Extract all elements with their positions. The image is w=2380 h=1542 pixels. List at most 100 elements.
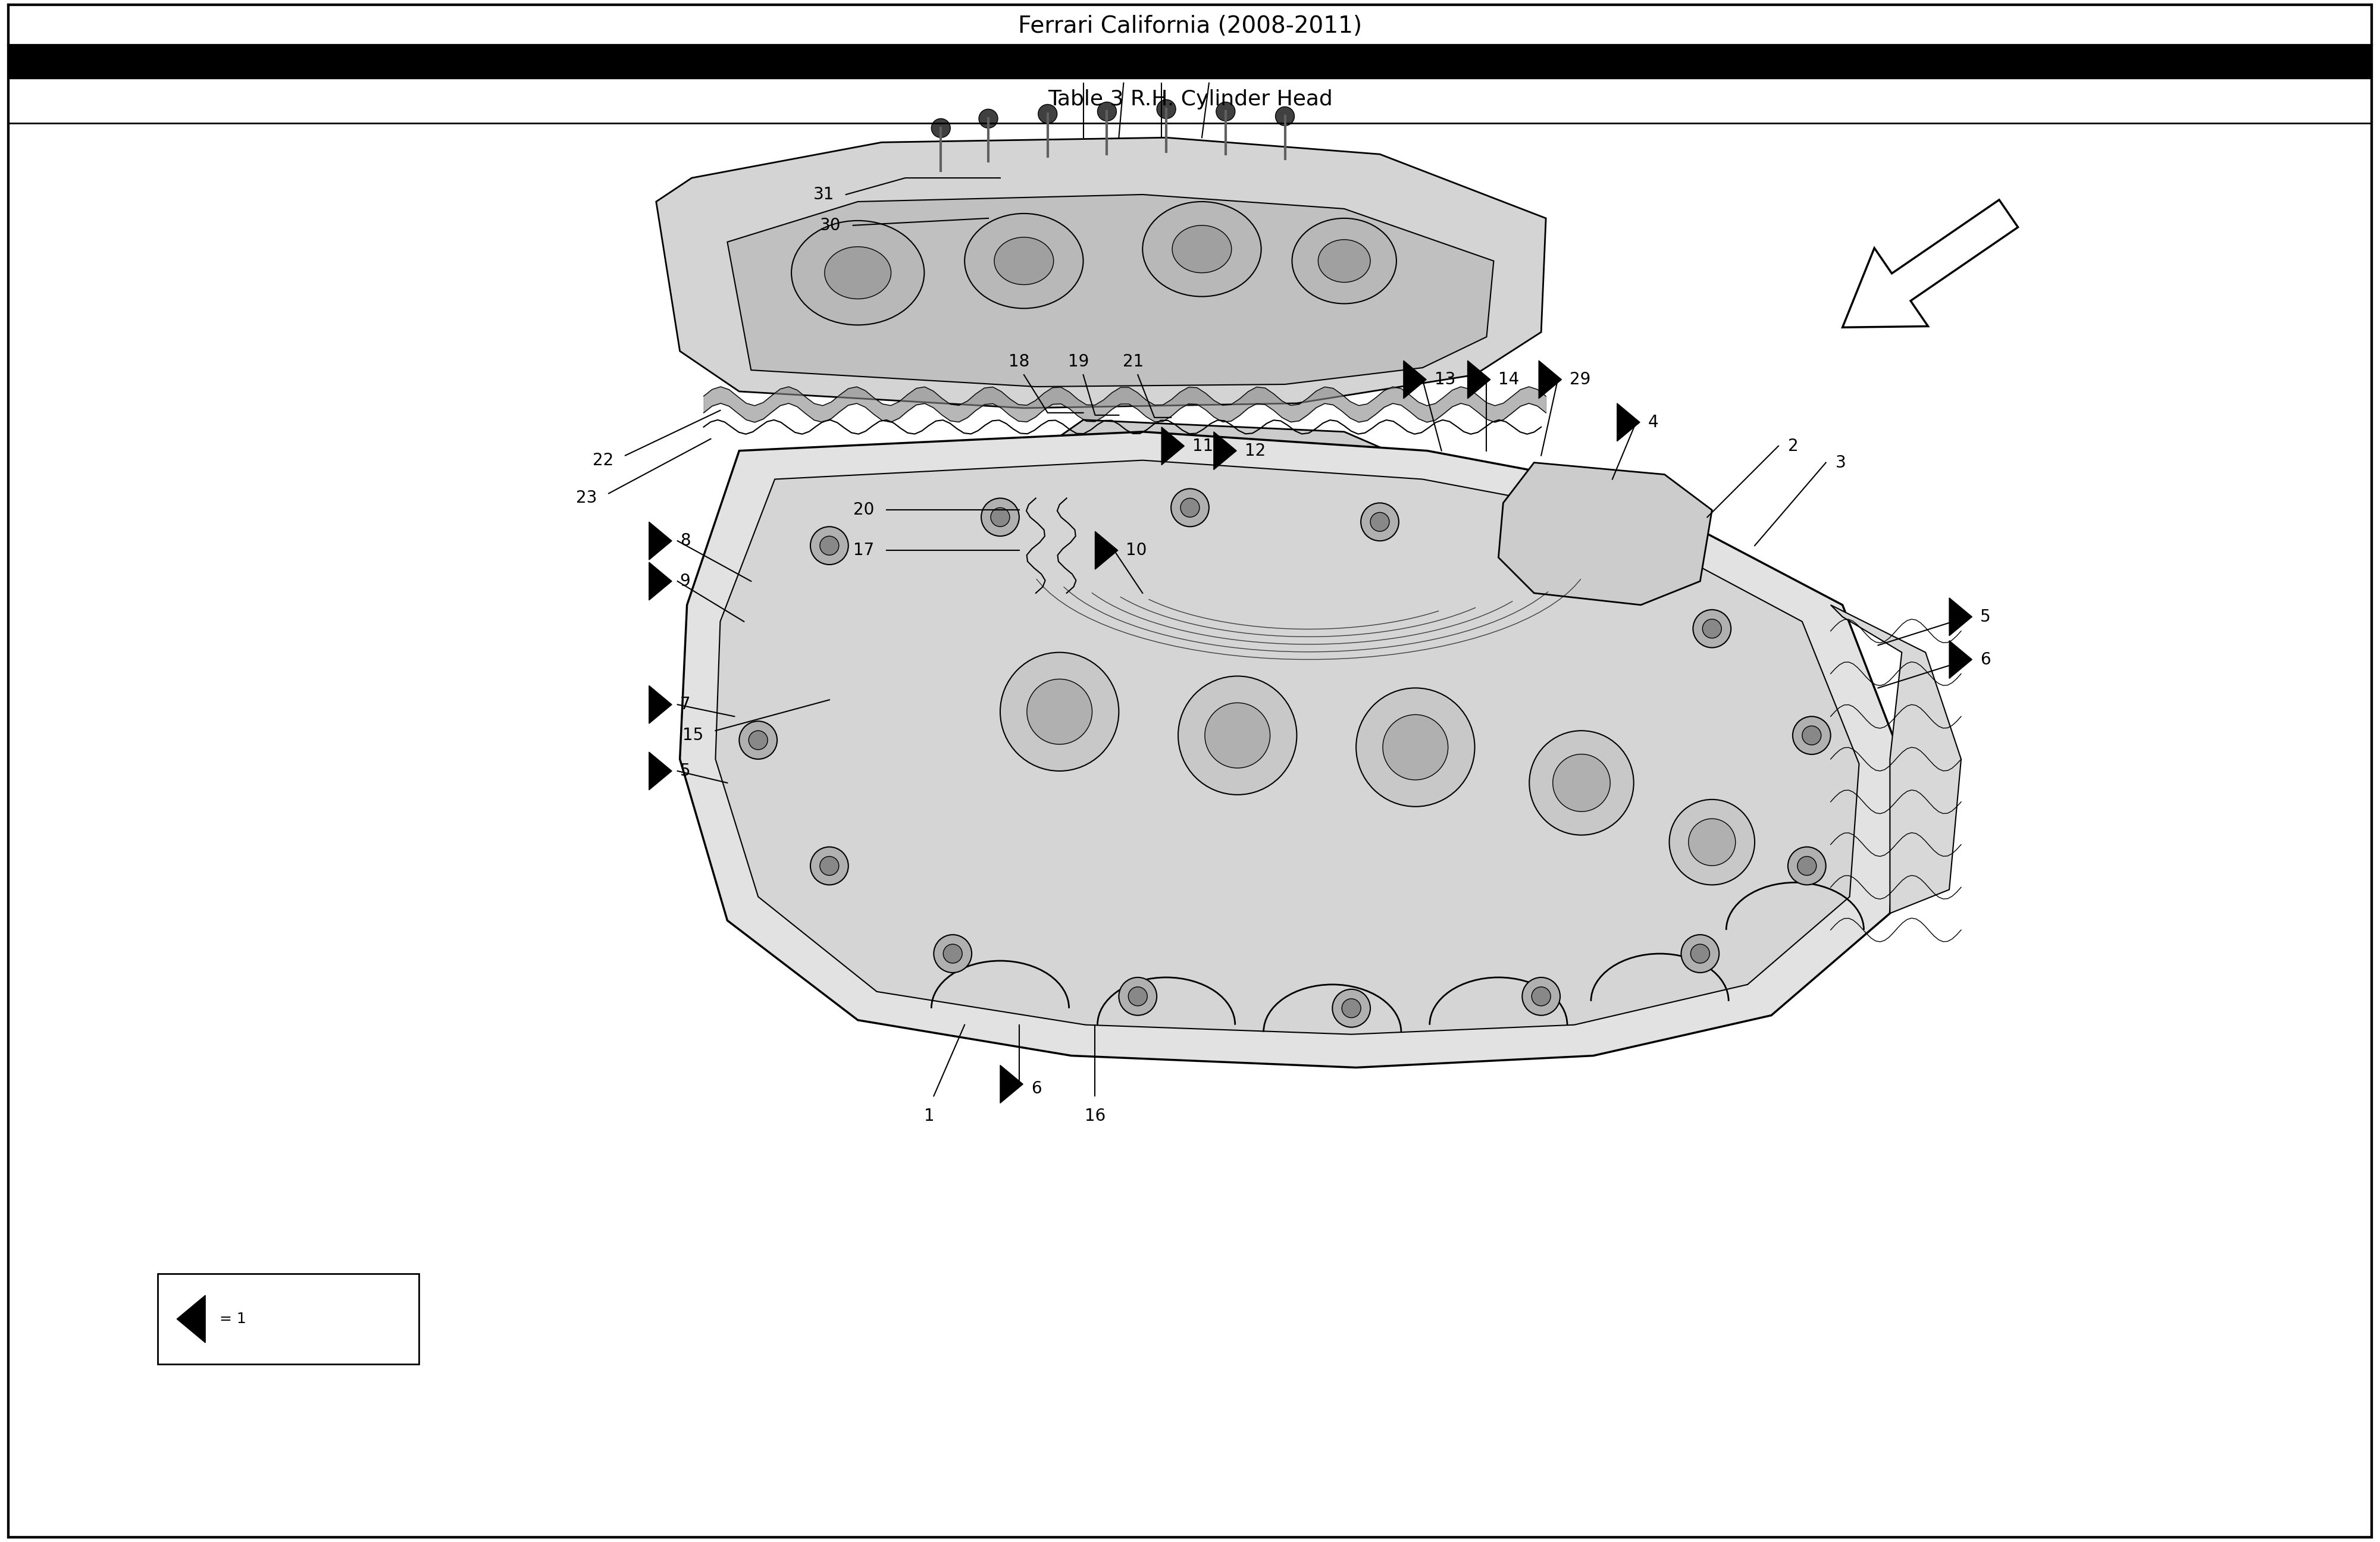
Ellipse shape [823, 247, 890, 299]
Circle shape [1668, 799, 1754, 885]
Circle shape [1128, 987, 1147, 1005]
Circle shape [740, 722, 778, 759]
Ellipse shape [1173, 225, 1230, 273]
Polygon shape [681, 432, 1902, 1067]
Text: 1: 1 [923, 1107, 935, 1124]
Circle shape [1792, 717, 1830, 754]
Polygon shape [1161, 427, 1185, 466]
Circle shape [1533, 987, 1552, 1005]
Circle shape [1000, 652, 1119, 771]
Circle shape [1180, 498, 1200, 517]
Circle shape [1333, 990, 1371, 1027]
Text: 14: 14 [1499, 372, 1518, 389]
Text: 12: 12 [1245, 443, 1266, 460]
Text: 9: 9 [681, 574, 690, 589]
Circle shape [1357, 688, 1476, 806]
Circle shape [1204, 703, 1271, 768]
Circle shape [1161, 458, 1314, 609]
Circle shape [1276, 106, 1295, 126]
Polygon shape [1095, 532, 1119, 569]
Circle shape [1026, 678, 1092, 745]
Text: 11: 11 [1192, 438, 1214, 455]
Text: 8: 8 [681, 532, 690, 549]
Circle shape [1690, 944, 1709, 964]
Text: 5: 5 [681, 763, 690, 779]
Text: 4: 4 [1647, 413, 1659, 430]
Circle shape [1361, 503, 1399, 541]
Ellipse shape [1292, 219, 1397, 304]
Circle shape [819, 537, 838, 555]
Circle shape [819, 856, 838, 876]
Text: 7: 7 [681, 697, 690, 712]
Polygon shape [716, 460, 1859, 1035]
Circle shape [1190, 486, 1285, 581]
Text: Ferrari California (2008-2011): Ferrari California (2008-2011) [1019, 15, 1361, 37]
Circle shape [1787, 847, 1825, 885]
Circle shape [750, 731, 769, 749]
Circle shape [1680, 934, 1718, 973]
Ellipse shape [995, 237, 1054, 285]
Text: 6: 6 [1031, 1081, 1042, 1098]
Text: 5: 5 [1980, 609, 1990, 625]
Text: 13: 13 [1435, 372, 1457, 389]
Polygon shape [176, 1295, 205, 1343]
Circle shape [1216, 102, 1235, 120]
Text: 29: 29 [1571, 372, 1590, 389]
Circle shape [1530, 731, 1633, 836]
Text: 23: 23 [576, 490, 597, 506]
Polygon shape [1468, 361, 1490, 398]
Circle shape [1157, 100, 1176, 119]
Text: 20: 20 [854, 501, 873, 518]
Polygon shape [657, 137, 1547, 409]
Circle shape [1523, 978, 1561, 1015]
Text: 31: 31 [814, 187, 833, 204]
Polygon shape [1214, 432, 1238, 470]
Text: 22: 22 [593, 452, 614, 469]
Ellipse shape [793, 221, 923, 325]
Circle shape [1692, 609, 1730, 648]
Circle shape [1802, 726, 1821, 745]
Ellipse shape [1142, 202, 1261, 296]
Circle shape [981, 498, 1019, 537]
Text: = 1: = 1 [219, 1312, 245, 1326]
Text: 26: 26 [1073, 59, 1095, 76]
Circle shape [1687, 819, 1735, 865]
Polygon shape [650, 686, 671, 723]
Circle shape [1342, 999, 1361, 1018]
Circle shape [1171, 489, 1209, 527]
Text: 21: 21 [1123, 353, 1142, 370]
Polygon shape [1830, 604, 1961, 913]
Circle shape [1097, 102, 1116, 120]
Circle shape [809, 527, 847, 564]
Circle shape [978, 109, 997, 128]
Circle shape [1216, 512, 1259, 555]
Text: 24: 24 [1200, 59, 1219, 76]
Text: 19: 19 [1069, 353, 1090, 370]
Polygon shape [988, 419, 1488, 652]
Circle shape [1371, 512, 1390, 532]
Polygon shape [1616, 404, 1640, 441]
Circle shape [931, 119, 950, 137]
Text: 10: 10 [1126, 543, 1147, 558]
Polygon shape [1949, 640, 1973, 678]
Polygon shape [1540, 361, 1561, 398]
Circle shape [990, 507, 1009, 527]
Text: 3: 3 [1835, 455, 1847, 470]
Text: 2: 2 [1787, 438, 1799, 455]
FancyArrow shape [1842, 200, 2018, 327]
Text: 16: 16 [1085, 1107, 1107, 1124]
Circle shape [809, 847, 847, 885]
Polygon shape [650, 521, 671, 560]
Polygon shape [1949, 598, 1973, 635]
Circle shape [1552, 754, 1611, 811]
Circle shape [1528, 538, 1566, 577]
Text: 30: 30 [821, 217, 840, 234]
Text: 6: 6 [1980, 651, 1990, 668]
Circle shape [1038, 105, 1057, 123]
Text: Table 3 R.H. Cylinder Head: Table 3 R.H. Cylinder Head [1047, 89, 1333, 109]
Circle shape [1537, 547, 1557, 567]
Polygon shape [1404, 361, 1426, 398]
Text: 15: 15 [683, 728, 704, 743]
Polygon shape [650, 563, 671, 600]
Text: 18: 18 [1009, 353, 1031, 370]
